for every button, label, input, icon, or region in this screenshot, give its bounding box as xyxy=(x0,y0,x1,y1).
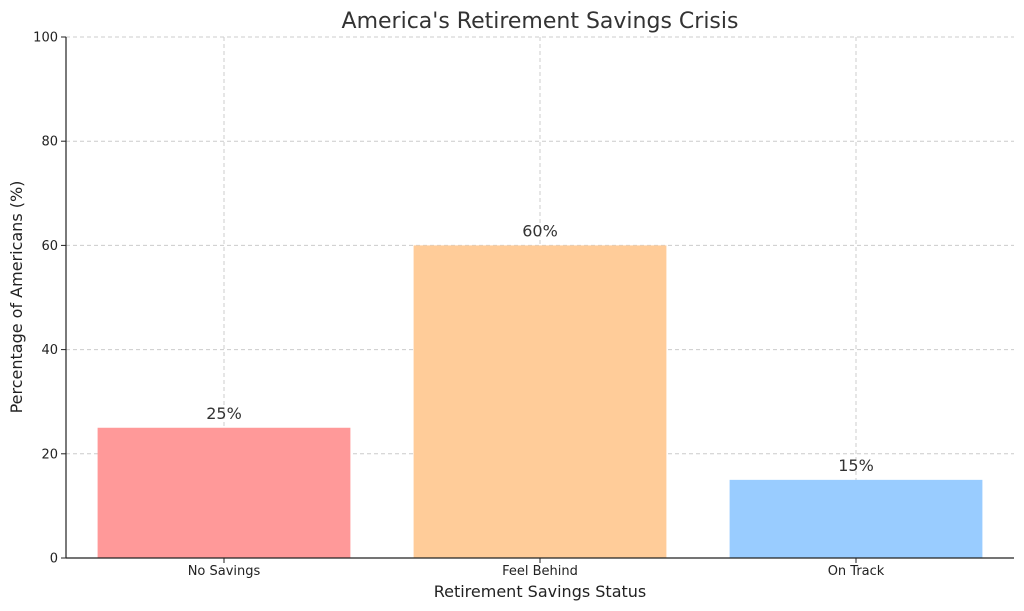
y-tick-label: 80 xyxy=(41,135,58,150)
chart-title: America's Retirement Savings Crisis xyxy=(342,9,739,34)
y-tick-label: 40 xyxy=(41,343,58,358)
y-tick-label: 20 xyxy=(41,447,58,462)
axes: 0 20 40 60 80 100 No Savings Feel Behind On Trac… xyxy=(33,31,1014,579)
bar-data-label: 60% xyxy=(522,221,558,240)
y-tick-label: 0 xyxy=(50,552,58,567)
bar xyxy=(97,427,351,558)
bars: 25% 60% 15% xyxy=(97,221,983,558)
x-tick-label: No Savings xyxy=(188,564,261,579)
bar xyxy=(413,245,667,558)
x-tick-label: Feel Behind xyxy=(502,564,578,579)
bar xyxy=(729,479,983,558)
y-tick-label: 100 xyxy=(33,31,58,46)
x-axis-label: Retirement Savings Status xyxy=(434,582,647,601)
bar-data-label: 15% xyxy=(838,456,874,475)
y-axis-label: Percentage of Americans (%) xyxy=(7,181,26,414)
y-tick-label: 60 xyxy=(41,239,58,254)
x-tick-label: On Track xyxy=(828,564,885,579)
bar-data-label: 25% xyxy=(206,404,242,423)
